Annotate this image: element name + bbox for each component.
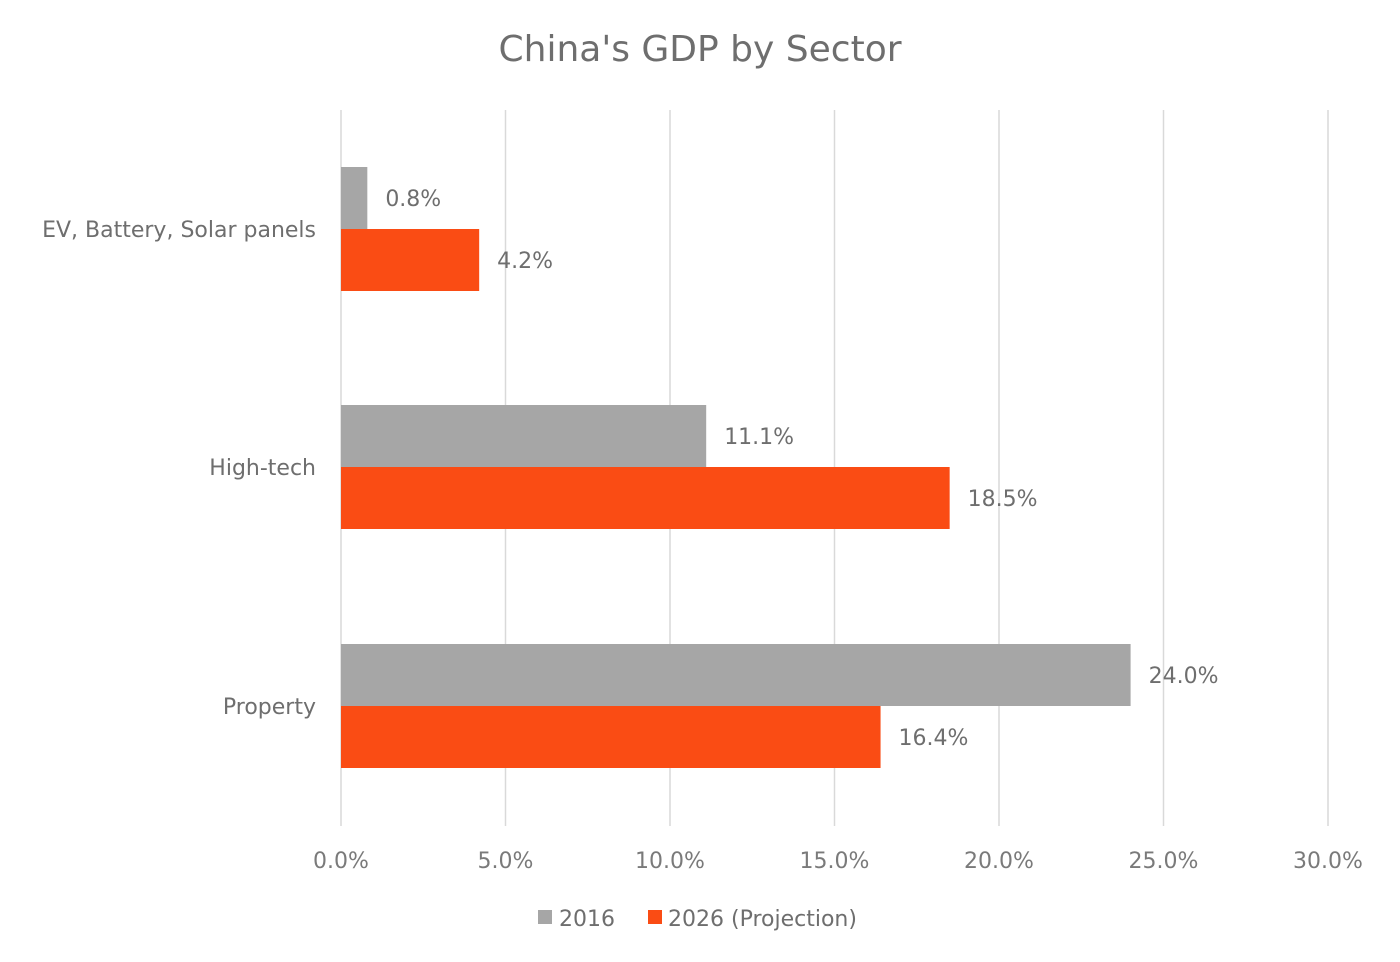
- chart-title: China's GDP by Sector: [498, 29, 901, 70]
- x-tick-label: 15.0%: [800, 849, 870, 874]
- data-labels: 0.8% 11.1% 24.0% 4.2% 18.5% 16.4%: [385, 187, 1218, 751]
- category-label: Property: [223, 695, 316, 720]
- data-label: 0.8%: [385, 187, 441, 212]
- category-axis: EV, Battery, Solar panels High-tech Proper…: [42, 218, 316, 720]
- bar-series1-cat0: [341, 229, 480, 291]
- legend-swatch-0: [538, 910, 552, 924]
- category-label: High-tech: [209, 456, 316, 481]
- bar-series0-cat0: [341, 167, 368, 229]
- bar-series1-cat2: [341, 706, 881, 768]
- x-tick-label: 0.0%: [313, 849, 369, 874]
- bar-series0-cat2: [341, 644, 1131, 706]
- x-tick-label: 5.0%: [478, 849, 534, 874]
- x-tick-label: 20.0%: [964, 849, 1034, 874]
- data-label: 18.5%: [968, 487, 1038, 512]
- data-label: 16.4%: [899, 726, 969, 751]
- legend: 2016 2026 (Projection): [538, 907, 857, 932]
- bars: [341, 167, 1131, 768]
- x-tick-label: 30.0%: [1293, 849, 1363, 874]
- x-tick-label: 25.0%: [1129, 849, 1199, 874]
- legend-label-1: 2026 (Projection): [668, 907, 857, 932]
- data-label: 24.0%: [1149, 664, 1219, 689]
- data-label: 11.1%: [724, 425, 794, 450]
- legend-swatch-1: [648, 910, 662, 924]
- bar-series1-cat1: [341, 467, 950, 529]
- value-axis: 0.0% 5.0% 10.0% 15.0% 20.0% 25.0% 30.0%: [313, 849, 1363, 874]
- legend-label-0: 2016: [559, 907, 615, 932]
- x-tick-label: 10.0%: [635, 849, 705, 874]
- category-label: EV, Battery, Solar panels: [42, 218, 316, 243]
- data-label: 4.2%: [497, 249, 553, 274]
- bar-series0-cat1: [341, 405, 707, 467]
